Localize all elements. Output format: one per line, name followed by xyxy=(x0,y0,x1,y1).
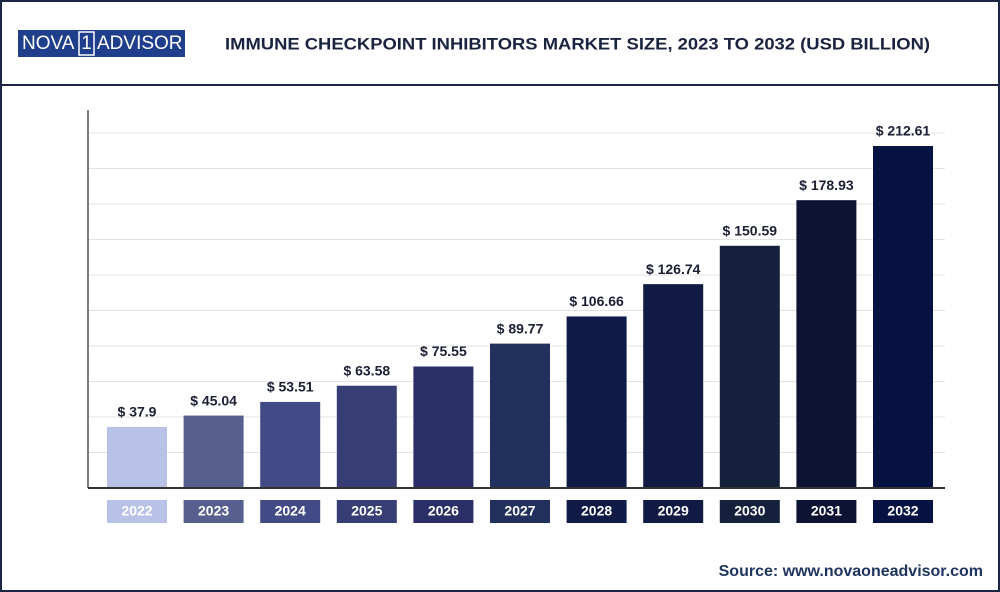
x-tick-label: 2023 xyxy=(198,503,229,519)
category-box xyxy=(566,500,627,523)
x-tick-label: 2032 xyxy=(887,503,918,519)
bar xyxy=(107,427,167,488)
x-tick-label: 2022 xyxy=(121,503,152,519)
category-box xyxy=(183,500,244,523)
value-label: $ 75.55 xyxy=(420,343,467,359)
category-box xyxy=(260,500,321,523)
category-box xyxy=(873,500,933,523)
bar xyxy=(260,401,321,488)
logo-mark-box xyxy=(78,31,95,56)
bar xyxy=(490,343,550,488)
x-tick-label: 2025 xyxy=(351,503,382,519)
logo: NOVA 1 ADVISOR xyxy=(18,30,185,57)
x-tick-label: 2030 xyxy=(734,503,765,519)
x-tick-label: 2029 xyxy=(658,503,689,519)
value-label: $ 63.58 xyxy=(343,362,390,378)
x-tick-label: 2027 xyxy=(504,503,535,519)
category-box xyxy=(107,500,167,523)
bar xyxy=(183,415,244,488)
bar xyxy=(566,316,627,488)
bar xyxy=(873,146,933,488)
value-label: $ 53.51 xyxy=(267,379,314,395)
category-box xyxy=(336,500,397,523)
category-box xyxy=(796,500,857,523)
chart-title: IMMUNE CHECKPOINT INHIBITORS MARKET SIZE… xyxy=(225,34,930,53)
logo-right: ADVISOR xyxy=(97,33,183,54)
bar xyxy=(719,245,780,488)
bar xyxy=(336,385,397,488)
bar xyxy=(643,284,704,488)
category-box xyxy=(490,500,550,523)
logo-background xyxy=(18,30,185,57)
source-note: Source: www.novaoneadvisor.com xyxy=(719,563,983,580)
value-label: $ 37.9 xyxy=(118,404,157,420)
value-label: $ 45.04 xyxy=(190,392,237,408)
value-label: $ 126.74 xyxy=(646,261,701,277)
category-box xyxy=(413,500,474,523)
value-label: $ 106.66 xyxy=(569,293,624,309)
x-tick-label: 2026 xyxy=(428,503,459,519)
logo-left: NOVA xyxy=(22,33,75,54)
value-label: $ 89.77 xyxy=(497,320,544,336)
logo-mark: 1 xyxy=(81,33,92,54)
category-box xyxy=(719,500,780,523)
x-tick-label: 2024 xyxy=(275,503,306,519)
value-label: $ 212.61 xyxy=(876,123,931,139)
value-label: $ 178.93 xyxy=(799,177,854,193)
category-box xyxy=(643,500,704,523)
value-label: $ 150.59 xyxy=(723,222,778,238)
bar xyxy=(796,200,857,488)
x-tick-label: 2031 xyxy=(811,503,842,519)
bar xyxy=(413,366,474,488)
x-tick-label: 2028 xyxy=(581,503,612,519)
